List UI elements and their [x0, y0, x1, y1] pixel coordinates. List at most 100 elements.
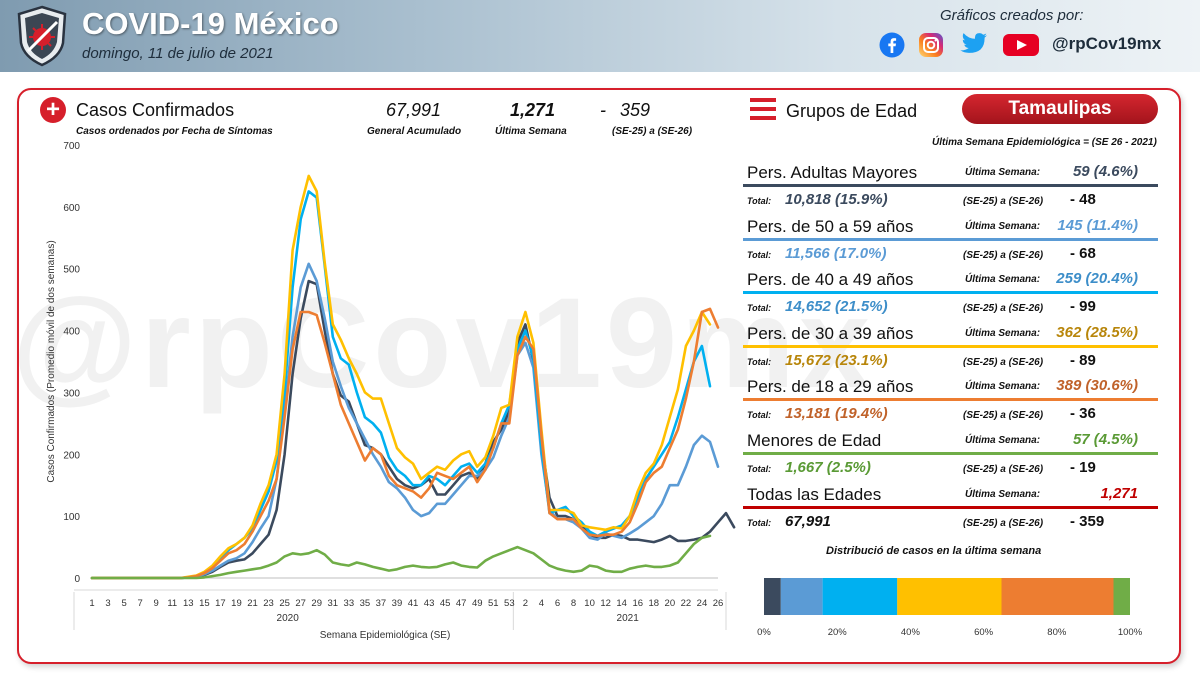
x-tick-label: 23	[263, 598, 274, 609]
youtube-icon[interactable]	[1002, 32, 1040, 58]
x-tick-label: 1	[89, 598, 94, 609]
x-tick-label: 51	[488, 598, 499, 609]
x-tick-label: 47	[456, 598, 467, 609]
age-group-rule	[743, 237, 1158, 241]
age-group-row: Pers. de 18 a 29 años Última Semana: 389 (…	[743, 377, 1158, 429]
x-tick-label: 13	[183, 598, 194, 609]
age-group-last-week: 145 (11.4%)	[1057, 216, 1138, 234]
series-line-5	[90, 307, 720, 580]
state-button[interactable]: Tamaulipas	[962, 94, 1158, 124]
last-week-label: Última Semana:	[965, 435, 1041, 446]
age-group-last-week: 259 (20.4%)	[1056, 270, 1138, 288]
age-group-last-week: 362 (28.5%)	[1056, 323, 1138, 341]
x-tick-label: 25	[279, 598, 290, 609]
series-line-1	[90, 279, 736, 580]
last-week-label: Última Semana:	[965, 167, 1041, 178]
y-tick-label: 300	[63, 388, 80, 399]
x-tick-label: 7	[138, 598, 143, 609]
age-group-total: 13,181 (19.4%)	[785, 405, 888, 423]
series-line-3	[90, 190, 712, 580]
social-handle: @rpCov19mx	[1052, 34, 1162, 53]
age-group-diff: - 99	[1070, 298, 1096, 316]
change-value: 359	[620, 100, 651, 120]
x-tick-label: 6	[555, 598, 560, 609]
age-group-name: Pers. de 18 a 29 años	[747, 377, 914, 397]
x-tick-label: 33	[344, 598, 355, 609]
x-tick-label: 14	[616, 598, 627, 609]
y-tick-label: 400	[63, 327, 80, 338]
menu-icon	[750, 98, 776, 125]
age-group-row: Todas las Edades Última Semana: 1,271 Total…	[743, 485, 1158, 537]
age-group-name: Menores de Edad	[747, 431, 882, 450]
shield-logo-icon	[17, 5, 67, 67]
last-week-cases: 1,271	[510, 100, 556, 120]
age-group-rule	[743, 398, 1158, 402]
year-label: 2020	[277, 613, 300, 624]
x-tick-label: 24	[697, 598, 708, 609]
range-label: (SE-25) a (SE-26)	[963, 303, 1044, 315]
x-tick-label: 39	[392, 598, 403, 609]
x-tick-label: 15	[199, 598, 210, 609]
year-label: 2021	[617, 613, 640, 624]
credits-label: Gráficos creados por:	[940, 7, 1084, 24]
distribution-segment-1	[764, 578, 781, 615]
total-label: Total:	[747, 356, 772, 367]
twitter-icon[interactable]	[956, 32, 988, 58]
age-group-last-week: 389 (30.6%)	[1056, 377, 1138, 395]
range-label: (SE-25) a (SE-26)	[963, 464, 1044, 475]
instagram-icon[interactable]	[918, 32, 944, 58]
series-line-4	[90, 174, 712, 580]
last-week-label: Última Semana:	[965, 327, 1041, 339]
x-tick-label: 2	[523, 598, 528, 609]
x-tick-label: 20	[665, 598, 676, 609]
age-group-diff: - 359	[1070, 512, 1105, 530]
total-cases-label: General Acumulado	[367, 126, 462, 137]
cases-subtitle: Casos ordenados por Fecha de Síntomas	[76, 126, 273, 137]
total-label: Total:	[747, 464, 772, 474]
distribution-tick-label: 20%	[828, 627, 848, 638]
range-label: (SE-25) a (SE-26)	[963, 410, 1044, 422]
age-group-last-week: 59 (4.6%)	[1072, 163, 1138, 180]
total-cases: 67,991	[386, 100, 442, 120]
distribution-segment-2	[780, 578, 823, 615]
groups-title: Grupos de Edad	[786, 101, 918, 121]
distribution-segment-3	[822, 578, 898, 615]
age-group-rule	[743, 184, 1158, 187]
x-tick-label: 18	[649, 598, 660, 609]
last-week-label: Última Semana:	[965, 381, 1041, 393]
plus-icon: +	[40, 97, 66, 123]
x-tick-label: 29	[311, 598, 322, 609]
age-group-diff: - 19	[1070, 459, 1096, 476]
age-group-row: Menores de Edad Última Semana: 57 (4.5%) To…	[743, 431, 1158, 483]
x-tick-label: 35	[360, 598, 371, 609]
age-group-name: Pers. de 40 a 49 años	[747, 270, 914, 290]
distribution-segment-5	[1001, 578, 1114, 615]
distribution-tick-label: 60%	[974, 627, 994, 638]
change-sign: -	[600, 100, 606, 120]
total-label: Total:	[747, 517, 772, 528]
x-tick-label: 10	[584, 598, 595, 609]
x-tick-label: 12	[600, 598, 611, 609]
age-group-total: 11,566 (17.0%)	[785, 244, 887, 262]
total-label: Total:	[747, 303, 772, 314]
age-group-total: 15,672 (23.1%)	[785, 351, 888, 369]
age-group-row: Pers. de 50 a 59 años Última Semana: 145 (…	[743, 217, 1158, 269]
facebook-icon[interactable]	[879, 32, 905, 58]
age-group-name: Pers. Adultas Mayores	[747, 163, 918, 182]
y-tick-label: 100	[63, 512, 80, 523]
x-tick-label: 45	[440, 598, 451, 609]
y-tick-label: 0	[74, 574, 80, 585]
age-group-rule	[743, 452, 1158, 455]
last-week-label: Última Semana:	[965, 274, 1041, 286]
x-tick-label: 17	[215, 598, 226, 609]
age-group-diff: - 68	[1070, 244, 1096, 262]
range-label: (SE-25) a (SE-26)	[963, 356, 1044, 368]
page-title: COVID-19 México	[82, 6, 339, 41]
y-tick-label: 600	[63, 203, 80, 214]
age-group-name: Todas las Edades	[747, 484, 882, 504]
x-tick-label: 31	[327, 598, 338, 609]
age-group-row: Pers. de 40 a 49 años Última Semana: 259 (…	[743, 270, 1158, 322]
x-tick-label: 4	[539, 598, 544, 609]
x-tick-label: 3	[105, 598, 110, 609]
